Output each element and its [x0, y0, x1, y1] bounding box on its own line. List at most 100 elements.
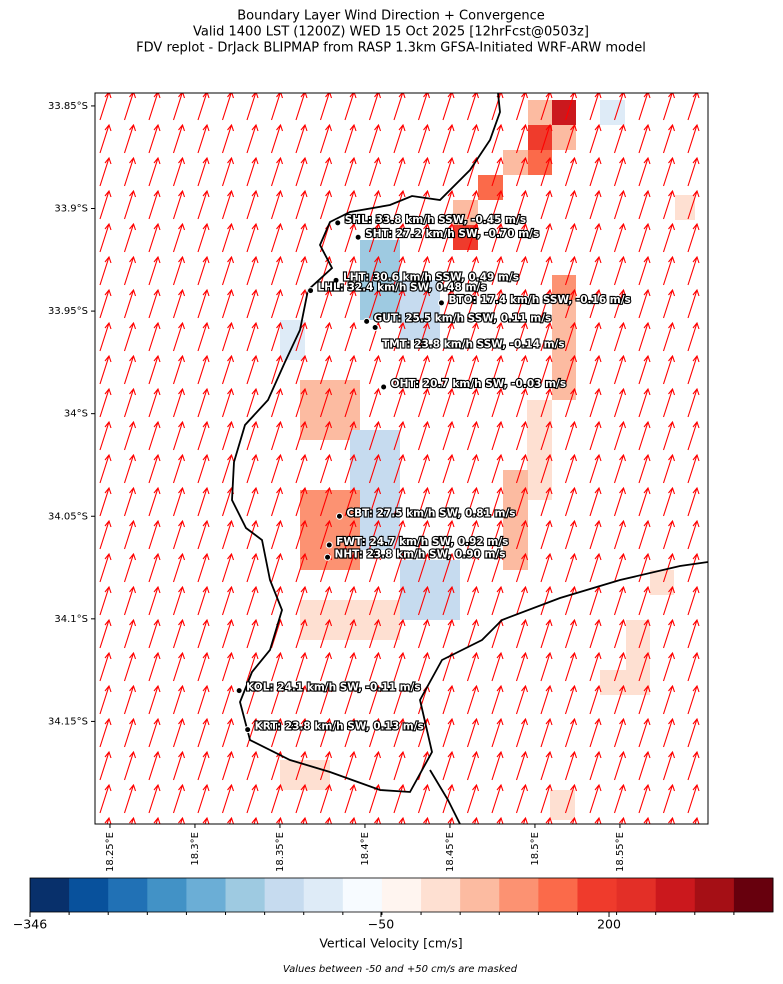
station-label: SHT: 27.2 km/h SW, -0.70 m/s: [365, 228, 539, 240]
wind-arrow: [123, 387, 137, 418]
wind-arrow: [515, 93, 529, 121]
wind-arrow: [270, 354, 284, 385]
wind-arrow: [221, 354, 235, 385]
wind-arrow: [442, 255, 455, 286]
wind-arrow: [197, 420, 210, 451]
wind-arrow: [123, 684, 137, 715]
wind-arrow: [589, 189, 602, 220]
wind-arrow: [515, 189, 529, 220]
colorbar-swatch: [421, 878, 461, 912]
wind-arrow: [417, 453, 431, 484]
wind-arrow: [515, 717, 529, 748]
wind-arrow: [270, 321, 284, 352]
wind-arrow: [349, 816, 357, 824]
wind-arrow: [662, 453, 676, 484]
wind-arrow: [319, 354, 333, 385]
wind-arrow: [221, 420, 235, 451]
wind-arrow: [295, 123, 308, 154]
wind-arrow: [368, 156, 382, 187]
colorbar-swatch: [694, 878, 735, 912]
wind-arrow: [197, 684, 210, 715]
wind-arrow: [515, 486, 529, 517]
wind-arrow: [442, 222, 455, 253]
wind-arrow: [417, 288, 431, 319]
y-tick-label: 33.85°S: [48, 101, 88, 112]
wind-arrow: [99, 156, 112, 187]
wind-arrow: [295, 387, 308, 418]
wind-arrow: [172, 123, 186, 154]
wind-arrow: [442, 684, 455, 715]
wind-arrow: [638, 486, 651, 517]
wind-arrow: [393, 651, 406, 682]
wind-arrow: [270, 684, 284, 715]
wind-arrow: [270, 651, 284, 682]
wind-arrow: [368, 420, 382, 451]
wind-arrow: [442, 552, 455, 583]
wind-arrow: [638, 618, 651, 649]
wind-arrow: [393, 453, 406, 484]
wind-arrow: [123, 189, 137, 220]
wind-arrow: [662, 123, 676, 154]
station-dot: [437, 299, 445, 307]
wind-arrow: [713, 488, 724, 516]
wind-arrow: [197, 255, 210, 286]
wind-arrow: [515, 255, 529, 286]
x-tick-label: 18.25°E: [105, 832, 116, 872]
wind-arrow: [246, 453, 259, 484]
wind-arrow: [638, 717, 651, 748]
wind-arrow: [270, 420, 284, 451]
wind-arrow: [564, 783, 578, 814]
wind-arrow: [466, 519, 480, 550]
wind-arrow: [393, 552, 406, 583]
wind-arrow: [246, 486, 259, 517]
wind-arrow: [99, 783, 112, 814]
wind-arrow: [713, 455, 724, 483]
wind-arrow: [393, 486, 406, 517]
wind-arrow: [197, 519, 210, 550]
station-label: SHL: 33.8 km/h SSW, -0.45 m/s: [345, 214, 526, 226]
wind-arrow: [197, 585, 210, 616]
wind-arrow: [295, 651, 308, 682]
colorbar-swatch: [577, 878, 618, 912]
wind-arrow: [393, 123, 406, 154]
wind-arrow: [172, 321, 186, 352]
wind-arrow: [99, 288, 112, 319]
wind-arrow: [589, 93, 602, 121]
wind-arrow: [564, 93, 578, 121]
wind-arrow: [662, 420, 676, 451]
wind-arrow: [540, 453, 553, 484]
wind-arrow: [319, 519, 333, 550]
wind-arrow: [295, 420, 308, 451]
wind-arrow: [197, 750, 210, 781]
wind-arrow: [270, 519, 284, 550]
wind-arrow: [319, 618, 333, 649]
wind-arrow: [613, 651, 627, 682]
colorbar-frame: [29, 877, 774, 913]
wind-arrow: [270, 93, 284, 121]
wind-arrow: [123, 618, 137, 649]
wind-arrow: [246, 585, 259, 616]
wind-arrow: [295, 354, 308, 385]
wind-arrow: [466, 717, 480, 748]
wind-arrow: [540, 255, 553, 286]
wind-arrow: [221, 156, 235, 187]
wind-arrow: [344, 783, 357, 814]
wind-arrow: [129, 816, 137, 824]
y-tick-label: 34°S: [64, 409, 88, 420]
wind-arrow: [466, 387, 480, 418]
wind-arrow: [344, 222, 357, 253]
wind-arrow: [613, 420, 627, 451]
wind-arrow: [564, 387, 578, 418]
wind-arrow: [104, 816, 112, 824]
wind-arrow: [221, 519, 235, 550]
wind-arrow: [713, 554, 724, 582]
wind-arrow: [172, 585, 186, 616]
wind-arrow: [221, 585, 235, 616]
wind-arrow: [491, 255, 504, 286]
wind-arrow: [246, 222, 259, 253]
wind-arrow: [687, 288, 700, 319]
wind-arrow: [662, 651, 676, 682]
station-dot: [334, 219, 342, 227]
wind-arrow: [319, 93, 333, 121]
wind-arrow: [713, 818, 724, 846]
